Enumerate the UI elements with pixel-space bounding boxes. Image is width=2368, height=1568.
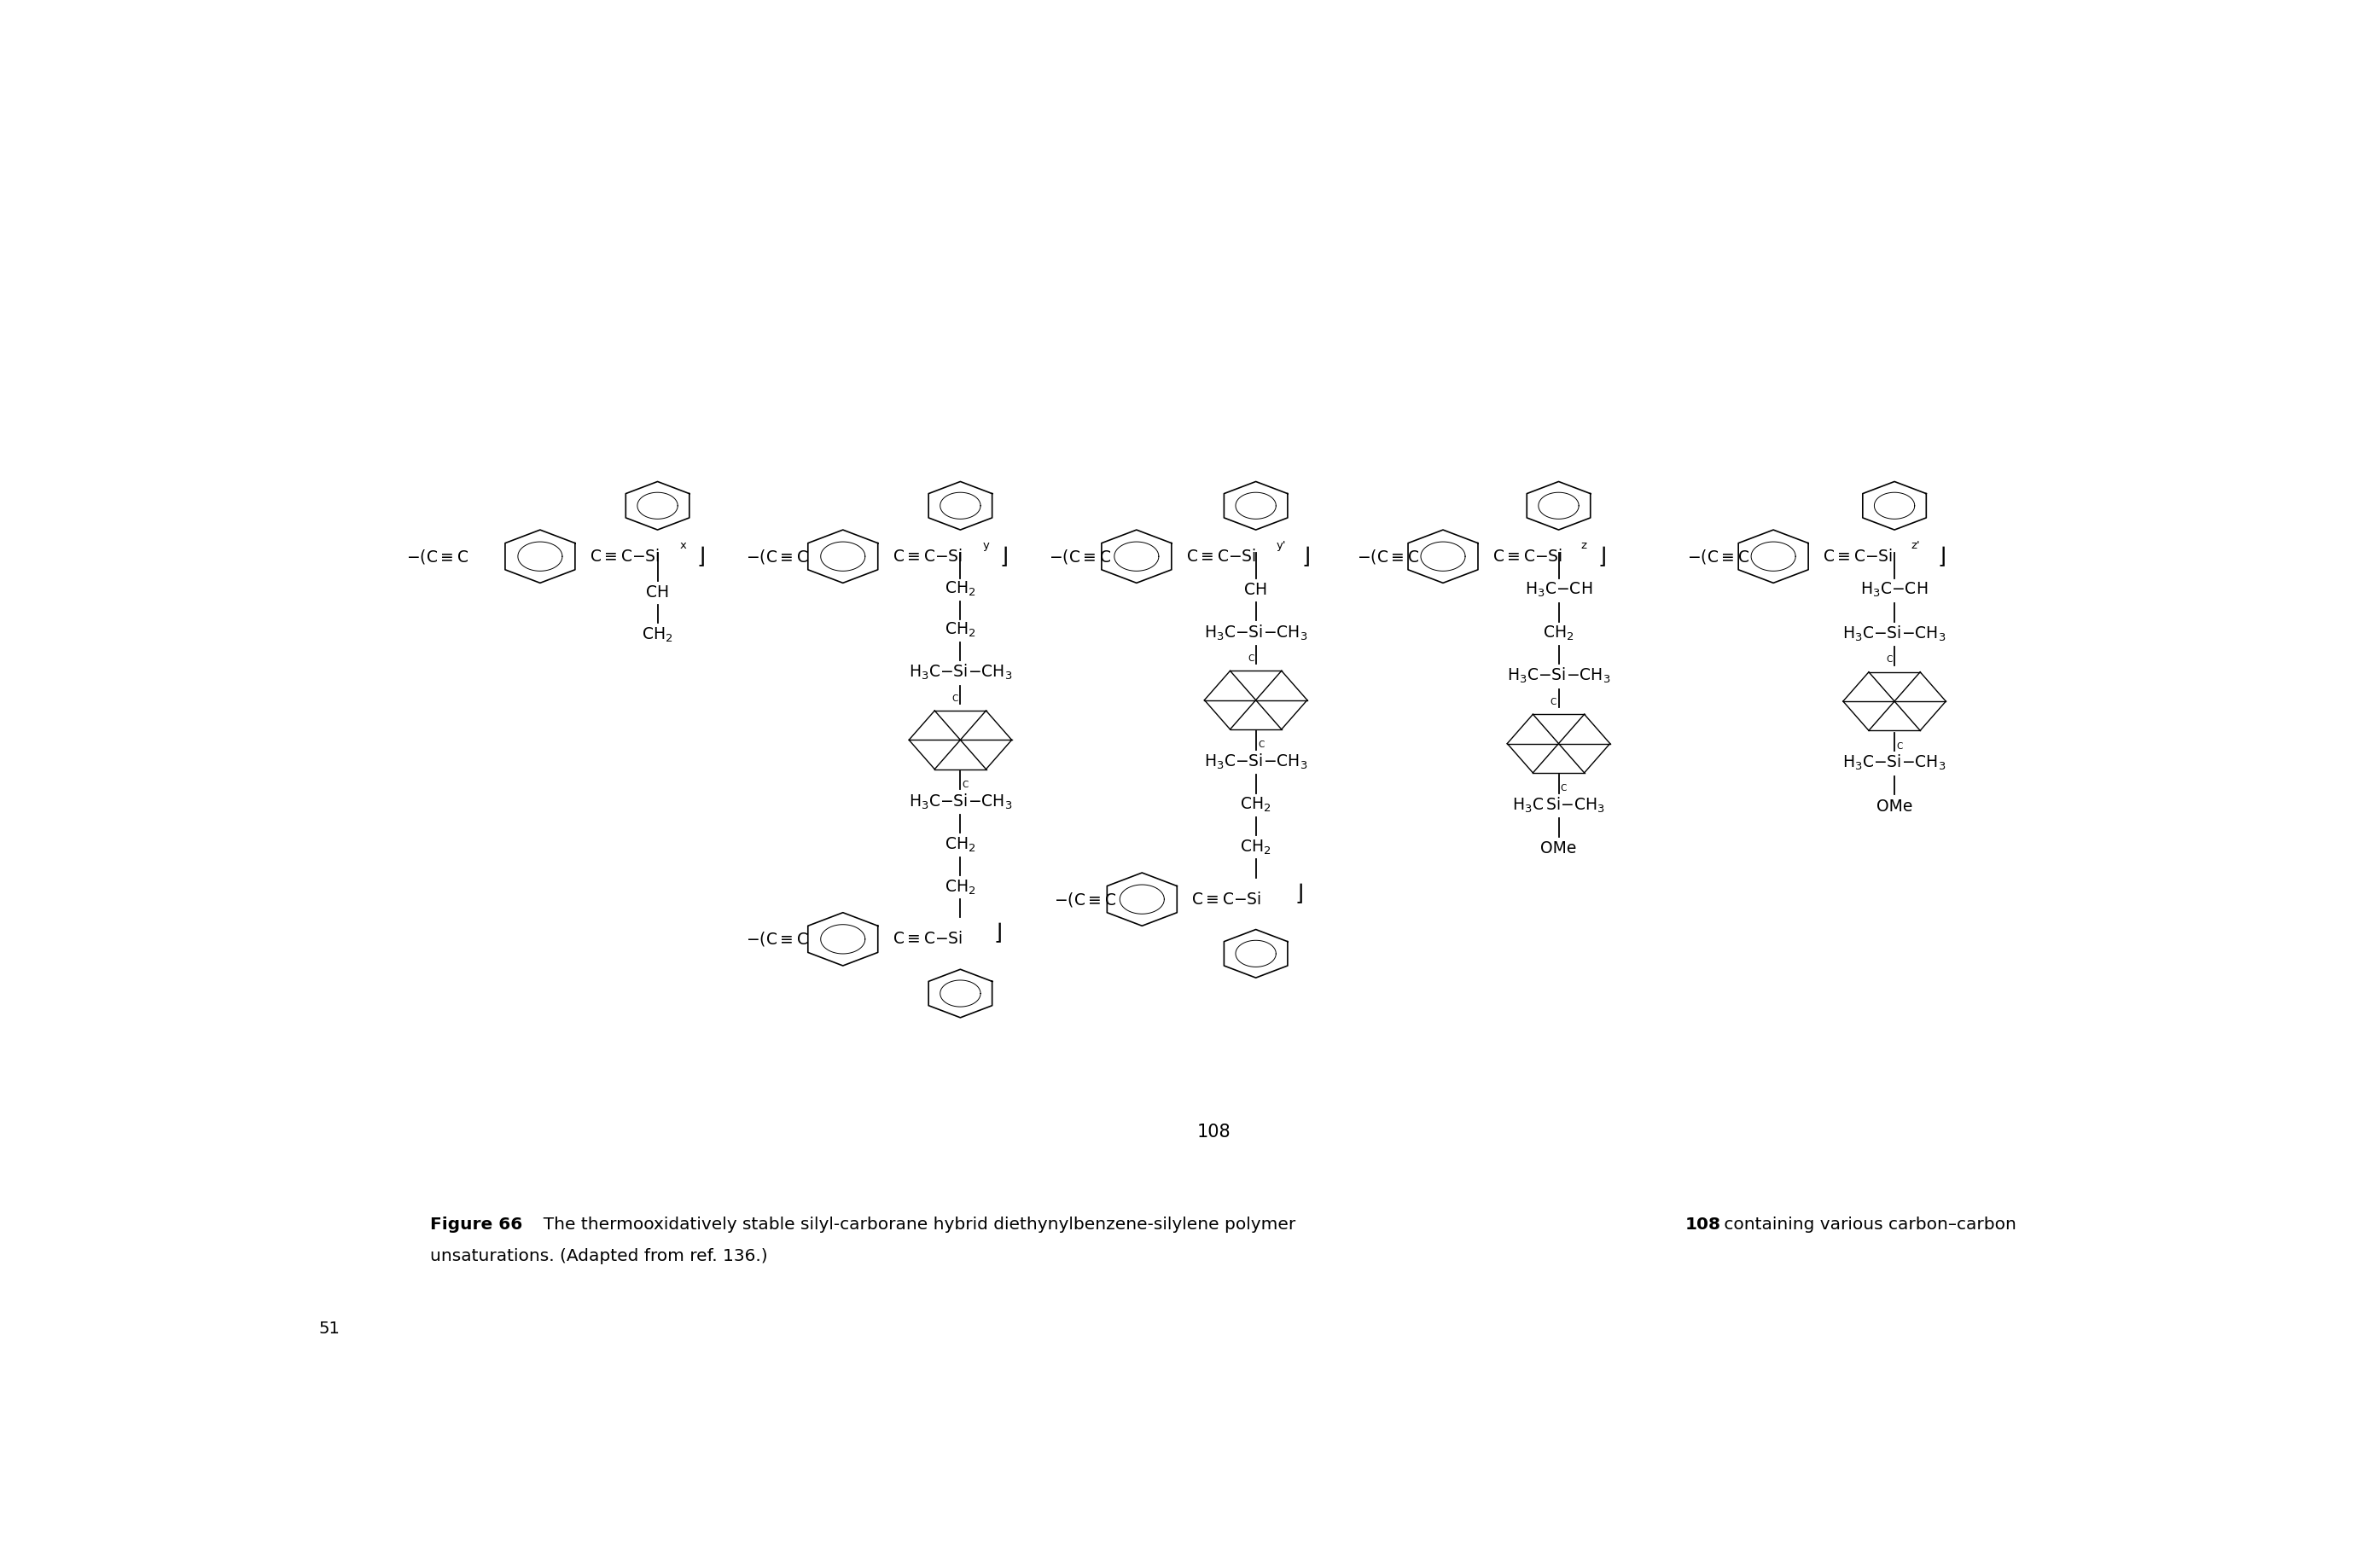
Text: $\rfloor$: $\rfloor$ [995, 922, 1002, 946]
Text: 51: 51 [317, 1320, 339, 1338]
Text: H$_3$C$-$Si$-$CH$_3$: H$_3$C$-$Si$-$CH$_3$ [1842, 753, 1946, 773]
Text: C: C [952, 695, 959, 702]
Text: C$\equiv$C$-$Si: C$\equiv$C$-$Si [1823, 549, 1892, 564]
Text: C$\equiv$C$-$Si: C$\equiv$C$-$Si [893, 931, 961, 947]
Text: CH$_2$: CH$_2$ [1241, 797, 1272, 814]
Text: H$_3$C$\,$Si$-$CH$_3$: H$_3$C$\,$Si$-$CH$_3$ [1513, 795, 1606, 815]
Text: CH$_2$: CH$_2$ [945, 878, 976, 897]
Text: Figure 66: Figure 66 [431, 1217, 523, 1232]
Text: H$_3$C$-$Si$-$CH$_3$: H$_3$C$-$Si$-$CH$_3$ [1203, 622, 1307, 641]
Text: CH: CH [1243, 582, 1267, 599]
Text: CH$_2$: CH$_2$ [1544, 624, 1575, 643]
Text: containing various carbon–carbon: containing various carbon–carbon [1719, 1217, 2015, 1232]
Text: 108: 108 [1686, 1217, 1722, 1232]
Text: $-$(C$\equiv$C: $-$(C$\equiv$C [1686, 547, 1750, 566]
Text: C$\equiv$C$-$Si: C$\equiv$C$-$Si [1186, 549, 1255, 564]
Text: C$\equiv$C$-$Si: C$\equiv$C$-$Si [1492, 549, 1563, 564]
Text: 108: 108 [1196, 1124, 1231, 1142]
Text: C$\equiv$C$-$Si: C$\equiv$C$-$Si [590, 549, 661, 564]
Text: $-$(C$\equiv$C: $-$(C$\equiv$C [746, 547, 807, 566]
Text: C: C [1248, 654, 1253, 663]
Text: $-$(C$\equiv$C: $-$(C$\equiv$C [407, 547, 469, 566]
Text: H$_3$C$-$Si$-$CH$_3$: H$_3$C$-$Si$-$CH$_3$ [1203, 753, 1307, 771]
Text: C: C [1897, 742, 1904, 751]
Text: y': y' [1276, 539, 1286, 550]
Text: OMe: OMe [1875, 798, 1913, 814]
Text: The thermooxidatively stable silyl-carborane hybrid diethynylbenzene-silylene po: The thermooxidatively stable silyl-carbo… [533, 1217, 1302, 1232]
Text: y: y [983, 539, 990, 550]
Text: CH$_2$: CH$_2$ [1241, 839, 1272, 856]
Text: OMe: OMe [1542, 840, 1577, 856]
Text: $\rfloor$: $\rfloor$ [1937, 544, 1944, 568]
Text: C$\equiv$C$-$Si: C$\equiv$C$-$Si [1191, 891, 1262, 908]
Text: $-$(C$\equiv$C: $-$(C$\equiv$C [1049, 547, 1111, 566]
Text: $\rfloor$: $\rfloor$ [696, 544, 703, 568]
Text: H$_3$C$-$CH: H$_3$C$-$CH [1861, 582, 1928, 599]
Text: unsaturations. (Adapted from ref. 136.): unsaturations. (Adapted from ref. 136.) [431, 1248, 767, 1264]
Text: $\rfloor$: $\rfloor$ [1295, 881, 1302, 905]
Text: $-$(C$\equiv$C: $-$(C$\equiv$C [746, 930, 807, 949]
Text: CH$_2$: CH$_2$ [945, 580, 976, 597]
Text: C$\equiv$C$-$Si: C$\equiv$C$-$Si [893, 549, 961, 564]
Text: CH: CH [646, 585, 670, 601]
Text: z: z [1582, 539, 1587, 550]
Text: CH$_2$: CH$_2$ [945, 836, 976, 855]
Text: C: C [1561, 784, 1568, 793]
Text: C: C [1257, 740, 1265, 750]
Text: $-$(C$\equiv$C: $-$(C$\equiv$C [1054, 891, 1115, 908]
Text: H$_3$C$-$Si$-$CH$_3$: H$_3$C$-$Si$-$CH$_3$ [909, 663, 1011, 682]
Text: C: C [961, 781, 969, 789]
Text: H$_3$C$-$Si$-$CH$_3$: H$_3$C$-$Si$-$CH$_3$ [909, 792, 1011, 811]
Text: C: C [1887, 655, 1892, 665]
Text: H$_3$C$-$Si$-$CH$_3$: H$_3$C$-$Si$-$CH$_3$ [1842, 624, 1946, 643]
Text: $\rfloor$: $\rfloor$ [1596, 544, 1606, 568]
Text: CH$_2$: CH$_2$ [642, 626, 673, 644]
Text: z': z' [1911, 539, 1920, 550]
Text: C: C [1551, 698, 1556, 706]
Text: $\rfloor$: $\rfloor$ [1302, 544, 1310, 568]
Text: H$_3$C$-$CH: H$_3$C$-$CH [1525, 582, 1591, 599]
Text: $-$(C$\equiv$C: $-$(C$\equiv$C [1357, 547, 1418, 566]
Text: H$_3$C$-$Si$-$CH$_3$: H$_3$C$-$Si$-$CH$_3$ [1506, 666, 1610, 685]
Text: x: x [680, 539, 687, 550]
Text: CH$_2$: CH$_2$ [945, 621, 976, 640]
Text: $\rfloor$: $\rfloor$ [999, 544, 1006, 568]
